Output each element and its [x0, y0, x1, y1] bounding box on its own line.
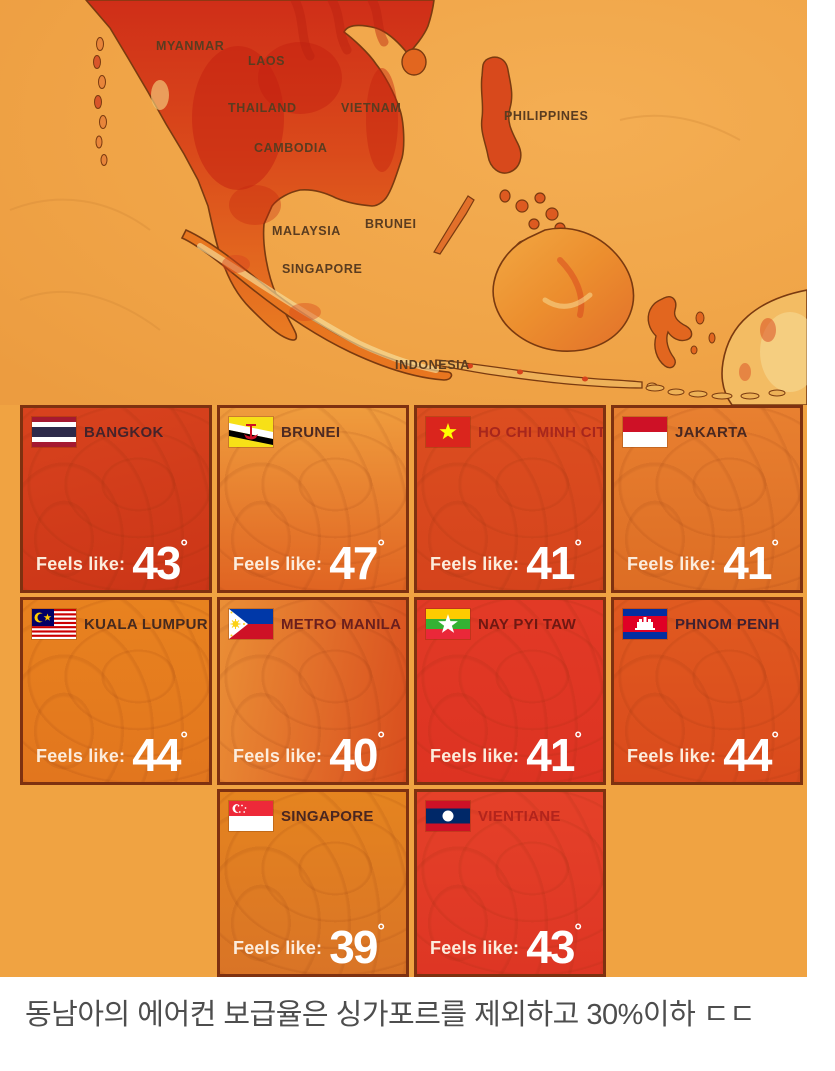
malaysia-flag-icon [32, 609, 76, 639]
city-card-kuala-lumpur: KUALA LUMPUR Feels like: 44 ° [20, 597, 212, 785]
city-card-metro-manila: METRO MANILA Feels like: 40 ° [217, 597, 409, 785]
temperature-value: 43 [132, 537, 181, 590]
feels-like-label: Feels like: [233, 938, 323, 958]
cambodia-flag-icon [623, 609, 667, 639]
degree-symbol: ° [377, 537, 386, 558]
map-label-brunei: BRUNEI [365, 217, 417, 231]
temperature-value: 41 [526, 729, 575, 782]
city-name: SINGAPORE [281, 807, 374, 825]
map-label-cambodia: CAMBODIA [254, 141, 328, 155]
feels-like-label: Feels like: [430, 938, 520, 958]
city-name: HO CHI MINH CITY [478, 423, 606, 441]
city-name: PHNOM PENH [675, 615, 780, 633]
city-card-brunei: BRUNEI Feels like: 47 ° [217, 405, 409, 593]
city-card-jakarta: JAKARTA Feels like: 41 ° [611, 405, 803, 593]
map-label-laos: LAOS [248, 54, 286, 68]
temperature-value: 41 [723, 537, 772, 590]
feels-like-label: Feels like: [233, 554, 323, 574]
degree-symbol: ° [771, 729, 780, 750]
city-card-phnom-penh: PHNOM PENH Feels like: 44 ° [611, 597, 803, 785]
feels-like-label: Feels like: [430, 554, 520, 574]
brunei-flag-icon [229, 417, 273, 447]
caption-area: 동남아의 에어컨 보급율은 싱가포르를 제외하고 30%이하 ㄷㄷ [0, 977, 835, 1071]
degree-symbol: ° [574, 729, 583, 750]
city-card-nay-pyi-taw: NAY PYI TAW Feels like: 41 ° [414, 597, 606, 785]
degree-symbol: ° [377, 921, 386, 942]
feels-like-label: Feels like: [233, 746, 323, 766]
post-caption-text: 동남아의 에어컨 보급율은 싱가포르를 제외하고 30%이하 ㄷㄷ [25, 999, 756, 1031]
degree-symbol: ° [180, 537, 189, 558]
city-card-bangkok: BANGKOK Feels like: 43 ° [20, 405, 212, 593]
city-card-vientiane: VIENTIANE Feels like: 43 ° [414, 789, 606, 977]
map-label-indonesia: INDONESIA [395, 358, 470, 372]
degree-symbol: ° [574, 921, 583, 942]
myanmar-flag-icon [426, 609, 470, 639]
temperature-value: 43 [526, 921, 575, 974]
feels-like-label: Feels like: [627, 554, 717, 574]
city-name: NAY PYI TAW [478, 615, 577, 633]
map-label-philippines: PHILIPPINES [504, 109, 589, 123]
southeast-asia-heatmap: MYANMAR LAOS THAILAND VIETNAM CAMBODIA P… [0, 0, 807, 405]
laos-flag-icon [426, 801, 470, 831]
degree-symbol: ° [377, 729, 386, 750]
right-white-strip [807, 0, 835, 977]
map-label-singapore: SINGAPORE [282, 262, 363, 276]
map-label-myanmar: MYANMAR [156, 39, 225, 53]
city-name: JAKARTA [675, 423, 748, 441]
singapore-flag-icon [229, 801, 273, 831]
city-name: KUALA LUMPUR [84, 615, 208, 633]
indonesia-flag-icon [623, 417, 667, 447]
temperature-value: 41 [526, 537, 575, 590]
temperature-value: 44 [723, 729, 772, 782]
feels-like-label: Feels like: [627, 746, 717, 766]
city-name: BANGKOK [84, 423, 164, 441]
map-label-malaysia: MALAYSIA [272, 224, 341, 238]
philippines-flag-icon [229, 609, 273, 639]
vietnam-flag-icon [426, 417, 470, 447]
thailand-flag-icon [32, 417, 76, 447]
heatmap-graphic [0, 0, 807, 405]
city-cards-grid: BANGKOK Feels like: 43 ° BRUNEI Feels l [0, 405, 807, 977]
city-card-singapore: SINGAPORE Feels like: 39 ° [217, 789, 409, 977]
feels-like-label: Feels like: [36, 554, 126, 574]
degree-symbol: ° [771, 537, 780, 558]
city-card-ho-chi-minh-city: HO CHI MINH CITY Feels like: 41 ° [414, 405, 606, 593]
map-label-vietnam: VIETNAM [341, 101, 402, 115]
temperature-value: 44 [132, 729, 181, 782]
city-name: VIENTIANE [478, 807, 561, 825]
feels-like-label: Feels like: [430, 746, 520, 766]
feels-like-label: Feels like: [36, 746, 126, 766]
temperature-value: 39 [329, 921, 378, 974]
city-name: BRUNEI [281, 423, 341, 441]
degree-symbol: ° [574, 537, 583, 558]
city-name: METRO MANILA [281, 615, 402, 633]
temperature-value: 47 [329, 537, 378, 590]
degree-symbol: ° [180, 729, 189, 750]
map-label-thailand: THAILAND [228, 101, 297, 115]
temperature-value: 40 [329, 729, 378, 782]
